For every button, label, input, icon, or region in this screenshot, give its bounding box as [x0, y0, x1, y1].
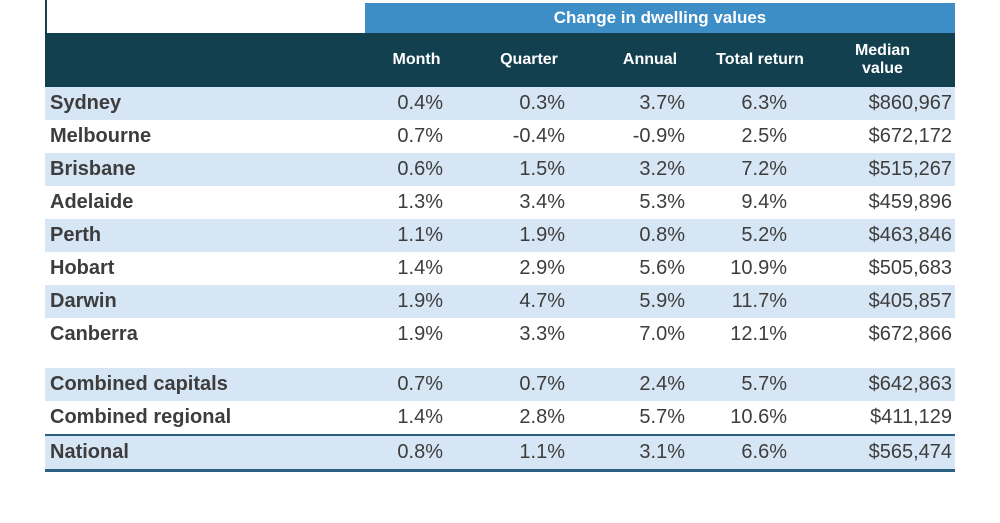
row-label: Combined capitals	[45, 368, 365, 401]
cell-total-return: 10.9%	[710, 252, 810, 285]
cell-annual: 2.4%	[590, 368, 710, 401]
row-label: Hobart	[45, 252, 365, 285]
cell-annual: 0.8%	[590, 219, 710, 252]
cell-annual: 3.1%	[590, 434, 710, 472]
cell-month: 1.9%	[365, 285, 468, 318]
cell-median-value: $463,846	[810, 219, 955, 252]
cell-month: 0.4%	[365, 87, 468, 120]
header-cell-total-return: Total return	[710, 33, 810, 87]
row-label: Brisbane	[45, 153, 365, 186]
table-row-canberra: Canberra 1.9% 3.3% 7.0% 12.1% $672,866	[45, 318, 955, 351]
cell-month: 0.6%	[365, 153, 468, 186]
cell-month: 1.9%	[365, 318, 468, 351]
cell-month: 0.8%	[365, 434, 468, 472]
header-median-value-label: Median value	[854, 41, 911, 77]
header-cell-median-value: Median value	[810, 33, 955, 87]
table-header: Month Quarter Annual Total return Median…	[45, 33, 955, 87]
row-label: Melbourne	[45, 120, 365, 153]
cell-total-return: 5.2%	[710, 219, 810, 252]
cell-annual: 5.9%	[590, 285, 710, 318]
table-header-row: Month Quarter Annual Total return Median…	[45, 33, 955, 87]
row-label: Perth	[45, 219, 365, 252]
cell-median-value: $642,863	[810, 368, 955, 401]
cell-annual: 7.0%	[590, 318, 710, 351]
cell-month: 1.1%	[365, 219, 468, 252]
table-row-sydney: Sydney 0.4% 0.3% 3.7% 6.3% $860,967	[45, 87, 955, 120]
cell-quarter: 2.9%	[468, 252, 590, 285]
cell-total-return: 7.2%	[710, 153, 810, 186]
cell-month: 0.7%	[365, 120, 468, 153]
cell-quarter: 0.3%	[468, 87, 590, 120]
row-label: Adelaide	[45, 186, 365, 219]
cell-median-value: $411,129	[810, 401, 955, 435]
row-label: National	[45, 434, 365, 472]
cell-month: 1.4%	[365, 252, 468, 285]
table-row-perth: Perth 1.1% 1.9% 0.8% 5.2% $463,846	[45, 219, 955, 252]
table-banner-title: Change in dwelling values	[553, 8, 767, 27]
cell-quarter: -0.4%	[468, 120, 590, 153]
row-label: Sydney	[45, 87, 365, 120]
cell-annual: 3.7%	[590, 87, 710, 120]
cell-median-value: $405,857	[810, 285, 955, 318]
table-row-melbourne: Melbourne 0.7% -0.4% -0.9% 2.5% $672,172	[45, 120, 955, 153]
cell-quarter: 1.5%	[468, 153, 590, 186]
cell-total-return: 6.6%	[710, 434, 810, 472]
cell-total-return: 11.7%	[710, 285, 810, 318]
table-row-national: National 0.8% 1.1% 3.1% 6.6% $565,474	[45, 434, 955, 472]
row-label: Combined regional	[45, 401, 365, 435]
cell-total-return: 2.5%	[710, 120, 810, 153]
cell-median-value: $565,474	[810, 434, 955, 472]
cell-quarter: 1.1%	[468, 434, 590, 472]
cell-annual: 5.6%	[590, 252, 710, 285]
cell-quarter: 4.7%	[468, 285, 590, 318]
row-label: Canberra	[45, 318, 365, 351]
cell-median-value: $860,967	[810, 87, 955, 120]
cell-quarter: 3.4%	[468, 186, 590, 219]
row-label: Darwin	[45, 285, 365, 318]
table-row-combined-regional: Combined regional 1.4% 2.8% 5.7% 10.6% $…	[45, 401, 955, 435]
cell-month: 0.7%	[365, 368, 468, 401]
cell-quarter: 1.9%	[468, 219, 590, 252]
cell-quarter: 0.7%	[468, 368, 590, 401]
table-body: Sydney 0.4% 0.3% 3.7% 6.3% $860,967 Melb…	[45, 87, 955, 472]
cell-annual: 3.2%	[590, 153, 710, 186]
table-row-hobart: Hobart 1.4% 2.9% 5.6% 10.9% $505,683	[45, 252, 955, 285]
dwelling-values-table-wrap: Change in dwelling values Month Quarter …	[45, 0, 955, 472]
table-row-adelaide: Adelaide 1.3% 3.4% 5.3% 9.4% $459,896	[45, 186, 955, 219]
cell-annual: 5.3%	[590, 186, 710, 219]
cell-annual: 5.7%	[590, 401, 710, 435]
cell-quarter: 3.3%	[468, 318, 590, 351]
table-row-combined-capitals: Combined capitals 0.7% 0.7% 2.4% 5.7% $6…	[45, 368, 955, 401]
cell-annual: -0.9%	[590, 120, 710, 153]
cell-total-return: 5.7%	[710, 368, 810, 401]
cell-median-value: $459,896	[810, 186, 955, 219]
table-banner: Change in dwelling values	[365, 3, 955, 33]
cell-median-value: $672,172	[810, 120, 955, 153]
header-cell-annual: Annual	[590, 33, 710, 87]
table-spacer-row	[45, 351, 955, 368]
header-cell-empty	[45, 33, 365, 87]
cell-quarter: 2.8%	[468, 401, 590, 435]
cell-month: 1.4%	[365, 401, 468, 435]
table-row-darwin: Darwin 1.9% 4.7% 5.9% 11.7% $405,857	[45, 285, 955, 318]
cell-median-value: $672,866	[810, 318, 955, 351]
cell-median-value: $505,683	[810, 252, 955, 285]
header-cell-month: Month	[365, 33, 468, 87]
cell-total-return: 9.4%	[710, 186, 810, 219]
cell-total-return: 6.3%	[710, 87, 810, 120]
table-row-brisbane: Brisbane 0.6% 1.5% 3.2% 7.2% $515,267	[45, 153, 955, 186]
cell-total-return: 12.1%	[710, 318, 810, 351]
cell-median-value: $515,267	[810, 153, 955, 186]
spacer-cell	[45, 351, 955, 368]
cell-total-return: 10.6%	[710, 401, 810, 435]
cell-month: 1.3%	[365, 186, 468, 219]
dwelling-values-table: Month Quarter Annual Total return Median…	[45, 33, 955, 472]
table-top-left-border-line	[45, 0, 47, 33]
header-cell-quarter: Quarter	[468, 33, 590, 87]
